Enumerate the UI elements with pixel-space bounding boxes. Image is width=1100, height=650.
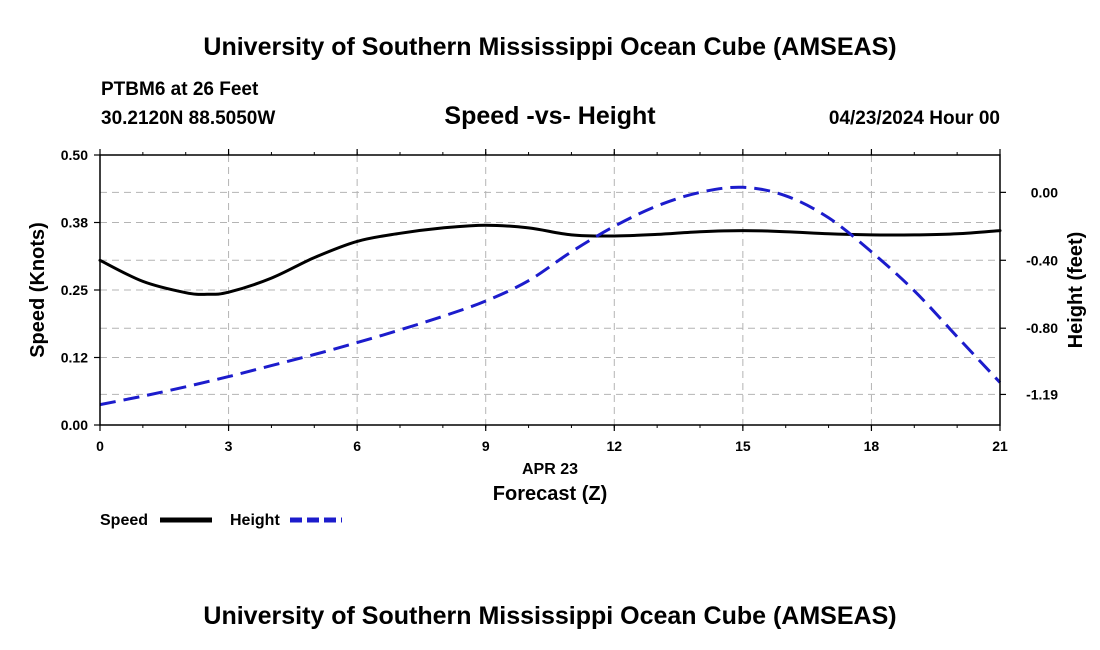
x-tick-label: 12 <box>606 438 622 454</box>
y-axis-label: Speed (Knots) <box>27 222 49 358</box>
y-tick-label: 0.00 <box>61 417 88 433</box>
x-tick-label: 15 <box>735 438 751 454</box>
x-tick-label: 3 <box>225 438 233 454</box>
footer-title: University of Southern Mississippi Ocean… <box>203 602 896 630</box>
y2-tick-label: 0.00 <box>1031 184 1058 200</box>
y-tick-label: 0.25 <box>61 282 88 298</box>
grid-lines <box>100 155 1000 425</box>
y2-axis-label: Height (feet) <box>1065 232 1087 349</box>
y-tick-label: 0.50 <box>61 147 88 163</box>
axis-ticks: 0 3 6 9 12 15 18 21 0.00 0.12 0.25 0.38 0.50 0.00 -0.4… <box>61 147 1058 454</box>
forecast-datetime: 04/23/2024 Hour 00 <box>829 108 1000 129</box>
legend-height-label: Height <box>230 512 280 529</box>
x-tick-label: 21 <box>992 438 1008 454</box>
legend: Speed Height <box>100 512 342 529</box>
chart-subtitle: Speed -vs- Height <box>444 102 656 130</box>
x-tick-label: 18 <box>864 438 880 454</box>
y2-tick-label: -0.40 <box>1026 252 1058 268</box>
y2-tick-label: -0.80 <box>1026 320 1058 336</box>
legend-speed-label: Speed <box>100 512 148 529</box>
series-group <box>98 185 1002 407</box>
series-line-height <box>99 185 1002 407</box>
y2-tick-label: -1.19 <box>1026 386 1058 402</box>
x-tick-label: 9 <box>482 438 490 454</box>
main-title: University of Southern Mississippi Ocean… <box>203 33 896 61</box>
x-date-label: APR 23 <box>522 461 578 478</box>
y-tick-label: 0.38 <box>61 215 88 231</box>
station-label: PTBM6 at 26 Feet <box>101 79 259 100</box>
coordinates-label: 30.2120N 88.5050W <box>101 108 275 129</box>
series-line-speed <box>98 223 1002 296</box>
y-tick-label: 0.12 <box>61 350 88 366</box>
x-axis-label: Forecast (Z) <box>493 483 607 505</box>
x-tick-label: 0 <box>96 438 104 454</box>
x-tick-label: 6 <box>353 438 361 454</box>
